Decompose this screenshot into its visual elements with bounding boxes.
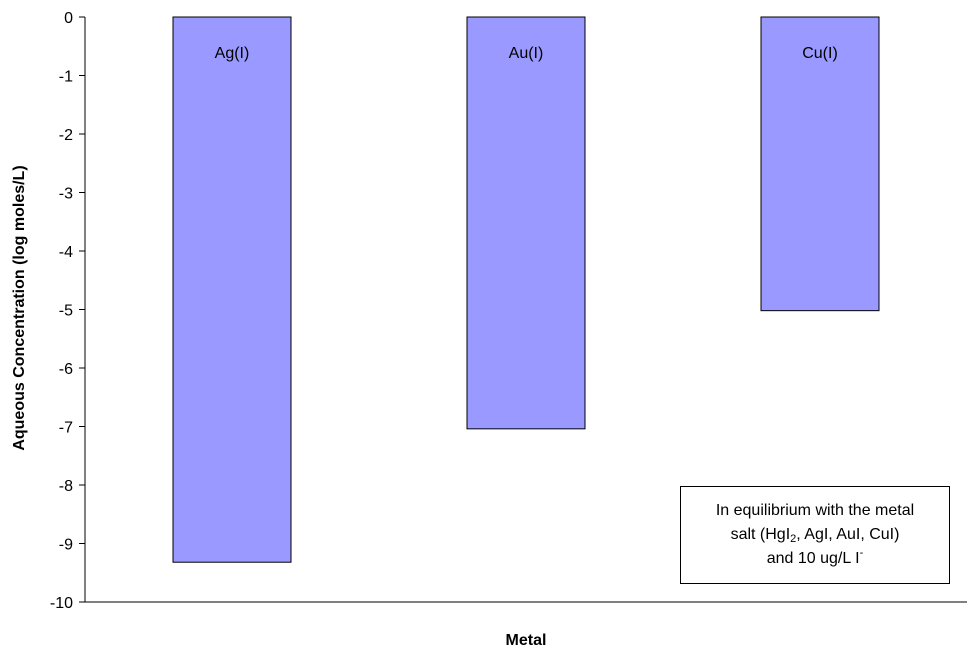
annotation-line-1: In equilibrium with the metal [715,502,915,519]
y-tick-label-9: -9 [59,537,73,554]
bar-0 [172,16,292,563]
bar-label-1: Au(I) [509,45,544,62]
y-tick-label-1: -1 [59,69,73,86]
y-tick-label-4: -4 [59,244,73,261]
annotation-line-3: and 10 ug/L I- [766,547,864,568]
y-tick-label-10: -10 [50,595,73,612]
x-axis-title: Metal [506,632,547,648]
bar-1 [466,16,586,430]
bar-label-0: Ag(I) [215,45,250,62]
bar-labels-group: Ag(I) Au(I) Cu(I) [215,45,838,62]
axes-group: 0 -1 -2 -3 -4 -5 -6 -7 -8 -9 -10 [50,10,967,612]
bars-group [172,16,880,563]
y-tick-label-5: -5 [59,303,73,320]
y-tick-label-8: -8 [59,478,73,495]
y-tick-label-2: -2 [59,127,73,144]
bar-2 [760,16,880,312]
y-tick-label-6: -6 [59,361,73,378]
chart-annotation: In equilibrium with the metal salt (HgI2… [680,486,950,584]
y-tick-label-3: -3 [59,186,73,203]
y-tick-label-0: 0 [64,10,73,27]
y-tick-label-7: -7 [59,420,73,437]
bar-label-2: Cu(I) [802,45,838,62]
y-axis-title: Aqueous Concentration (log moles/L) [11,165,28,450]
annotation-line-2: salt (HgI2, AgI, AuI, CuI) [730,526,900,545]
